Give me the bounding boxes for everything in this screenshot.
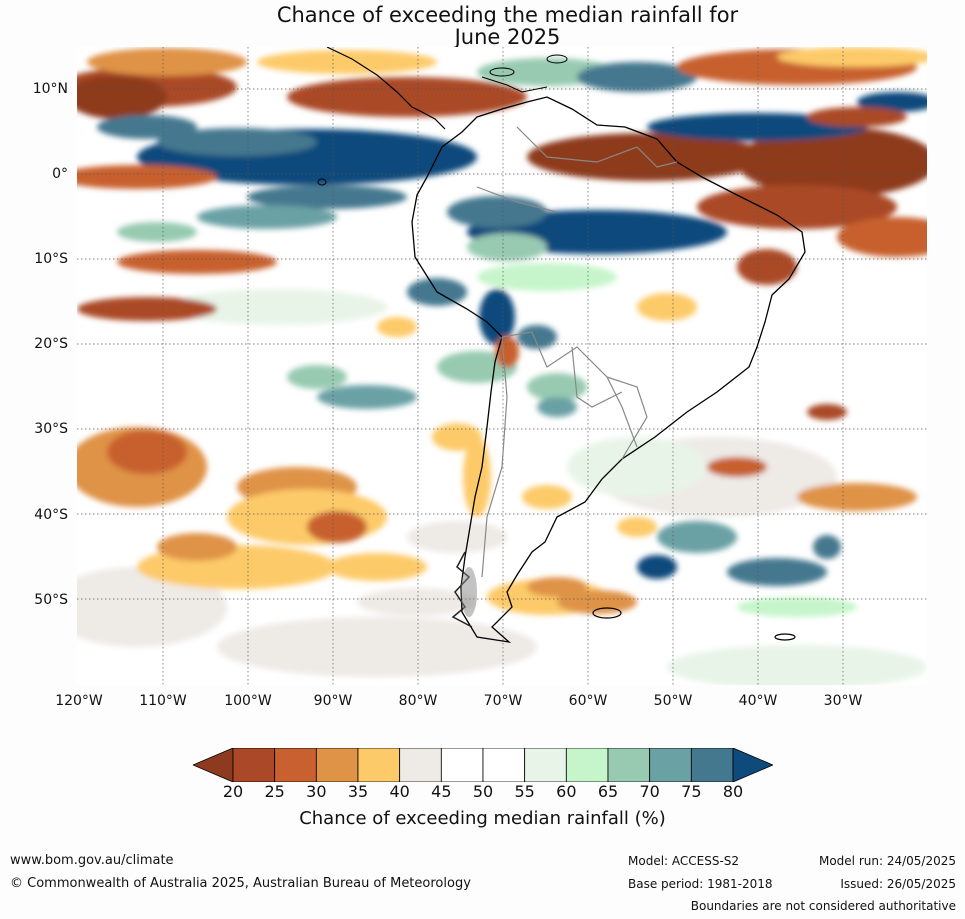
title-line-1: Chance of exceeding the median rainfall …: [276, 3, 739, 27]
model-run-text: Model run: 24/05/2025: [818, 854, 956, 868]
copyright-text: © Commonwealth of Australia 2025, Austra…: [10, 876, 471, 891]
model-text: Model: ACCESS-S2: [628, 854, 740, 868]
lat-label-0: 0°: [52, 166, 68, 182]
lon-label-40w: 40°W: [738, 693, 778, 709]
colorbar-tick-label: 65: [597, 782, 619, 801]
lon-label-90w: 90°W: [313, 693, 353, 709]
issued-text: Issued: 26/05/2025: [840, 877, 956, 891]
colorbar-tick-label: 35: [347, 782, 369, 801]
colorbar-extend-high: [732, 748, 773, 782]
lon-label-100w: 100°W: [224, 693, 272, 709]
colorbar-tick-label: 30: [306, 782, 327, 801]
lon-label-120w: 120°W: [55, 693, 103, 709]
colorbar: [193, 748, 773, 782]
colorbar-tick-label: 40: [389, 782, 410, 801]
lat-label-10n: 10°N: [32, 81, 68, 97]
lon-label-110w: 110°W: [139, 693, 187, 709]
base-period-text: Base period: 1981-2018: [628, 877, 773, 891]
colorbar-segment: [565, 748, 609, 782]
colorbar-tick-label: 75: [681, 782, 702, 801]
website-link[interactable]: www.bom.gov.au/climate: [10, 853, 174, 868]
colorbar-tick-label: 55: [514, 782, 535, 801]
lon-label-80w: 80°W: [398, 693, 438, 709]
lon-label-50w: 50°W: [653, 693, 693, 709]
rainfall-map: [77, 47, 927, 685]
colorbar-segment: [357, 748, 401, 782]
lat-label-10s: 10°S: [34, 251, 68, 267]
colorbar-segment: [524, 748, 567, 782]
colorbar-segment: [274, 748, 317, 782]
disclaimer-text: Boundaries are not considered authoritat…: [690, 899, 956, 913]
colorbar-tick-label: 20: [222, 782, 244, 801]
colorbar-segment: [232, 748, 276, 782]
colorbar-tick-label: 25: [264, 782, 285, 801]
colorbar-segment: [607, 748, 651, 782]
colorbar-segment: [649, 748, 692, 782]
lat-label-20s: 20°S: [34, 336, 68, 352]
lon-label-70w: 70°W: [483, 693, 523, 709]
title-line-2: June 2025: [454, 25, 561, 49]
colorbar-segment: [399, 748, 442, 782]
lon-label-30w: 30°W: [823, 693, 863, 709]
colorbar-tick-label: 80: [722, 782, 744, 801]
colorbar-tick-label: 50: [472, 782, 494, 801]
colorbar-tick-label: 60: [556, 782, 577, 801]
map-title: Chance of exceeding the median rainfall …: [0, 4, 965, 48]
colorbar-tick-label: 70: [639, 782, 660, 801]
colorbar-label: Chance of exceeding median rainfall (%): [299, 808, 666, 829]
lon-label-60w: 60°W: [568, 693, 608, 709]
lat-label-40s: 40°S: [34, 507, 68, 523]
colorbar-segment: [690, 748, 734, 782]
lat-label-50s: 50°S: [34, 592, 68, 608]
colorbar-segment: [315, 748, 359, 782]
colorbar-tick-label: 45: [431, 782, 452, 801]
colorbar-segment: [440, 748, 484, 782]
colorbar-segment: [482, 748, 526, 782]
colorbar-extend-low: [193, 748, 234, 782]
lat-label-30s: 30°S: [34, 421, 68, 437]
